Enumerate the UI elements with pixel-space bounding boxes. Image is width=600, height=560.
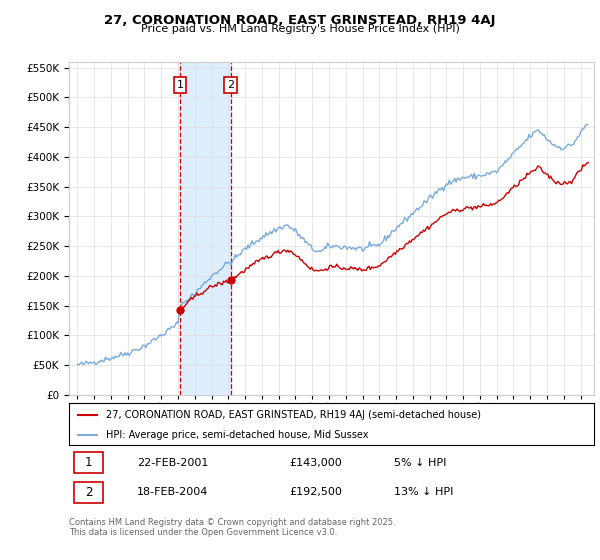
Text: 18-FEB-2004: 18-FEB-2004	[137, 487, 209, 497]
Text: 2: 2	[227, 80, 234, 90]
Text: £143,000: £143,000	[290, 458, 342, 468]
Text: Contains HM Land Registry data © Crown copyright and database right 2025.
This d: Contains HM Land Registry data © Crown c…	[69, 518, 395, 538]
Text: 22-FEB-2001: 22-FEB-2001	[137, 458, 209, 468]
Text: 27, CORONATION ROAD, EAST GRINSTEAD, RH19 4AJ: 27, CORONATION ROAD, EAST GRINSTEAD, RH1…	[104, 14, 496, 27]
Text: 13% ↓ HPI: 13% ↓ HPI	[395, 487, 454, 497]
Text: 1: 1	[177, 80, 184, 90]
Text: 2: 2	[85, 486, 92, 498]
Text: 27, CORONATION ROAD, EAST GRINSTEAD, RH19 4AJ (semi-detached house): 27, CORONATION ROAD, EAST GRINSTEAD, RH1…	[106, 410, 481, 420]
Text: 5% ↓ HPI: 5% ↓ HPI	[395, 458, 447, 468]
Text: Price paid vs. HM Land Registry's House Price Index (HPI): Price paid vs. HM Land Registry's House …	[140, 24, 460, 34]
Text: £192,500: £192,500	[290, 487, 343, 497]
FancyBboxPatch shape	[74, 452, 103, 473]
Bar	[180, 62, 230, 395]
FancyBboxPatch shape	[74, 482, 103, 503]
Text: 1: 1	[85, 456, 92, 469]
Text: HPI: Average price, semi-detached house, Mid Sussex: HPI: Average price, semi-detached house,…	[106, 430, 368, 440]
